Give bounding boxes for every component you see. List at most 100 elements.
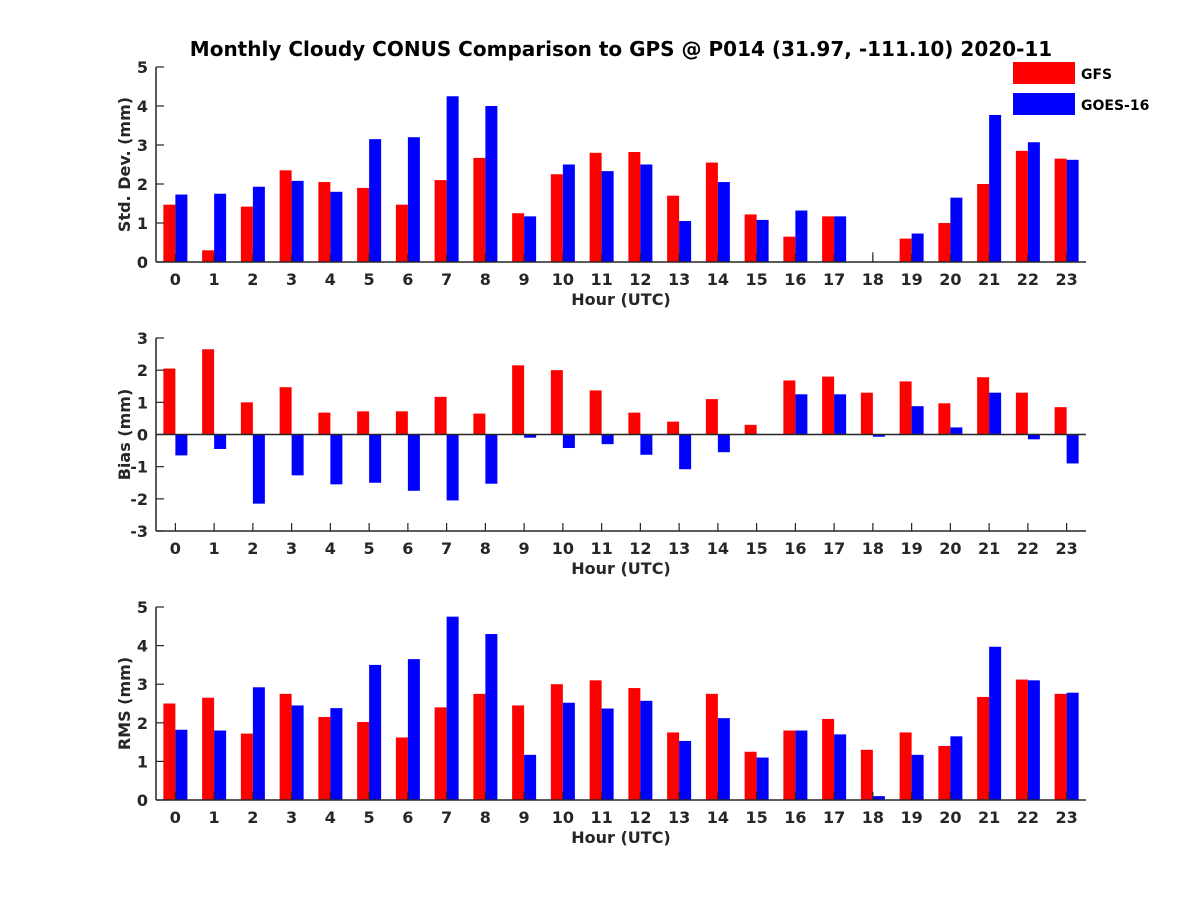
x-tick-label: 8: [480, 808, 491, 827]
legend-swatch-goes-16: [1013, 93, 1075, 115]
bar-goes-16-panel2-hour-20: [950, 427, 963, 435]
bar-goes-16-panel2-hour-21: [989, 392, 1002, 435]
bar-gfs-panel2-hour-23: [1054, 407, 1067, 435]
x-tick-label: 13: [668, 270, 690, 289]
bar-goes-16-panel2-hour-22: [1027, 434, 1040, 440]
bar-goes-16-panel2-hour-13: [679, 434, 692, 470]
x-tick-label: 12: [629, 270, 651, 289]
bar-goes-16-panel3-hour-14: [717, 718, 730, 800]
bar-gfs-panel2-hour-7: [434, 396, 447, 435]
bar-gfs-panel1-hour-20: [938, 223, 951, 262]
bar-gfs-panel1-hour-3: [279, 170, 292, 262]
bar-goes-16-panel3-hour-7: [446, 616, 459, 800]
bar-gfs-panel1-hour-1: [202, 250, 215, 262]
bar-goes-16-panel1-hour-3: [291, 180, 304, 262]
bar-gfs-panel2-hour-13: [667, 421, 680, 435]
bar-gfs-panel3-hour-17: [822, 718, 835, 800]
y-tick-label: 4: [137, 637, 148, 656]
bar-goes-16-panel3-hour-1: [214, 730, 227, 800]
x-tick-label: 2: [247, 539, 258, 558]
chart-legend: GFS GOES-16: [1013, 62, 1149, 115]
bar-goes-16-panel1-hour-5: [369, 139, 382, 262]
x-tick-label: 14: [707, 270, 729, 289]
bar-goes-16-panel1-hour-6: [407, 137, 420, 262]
bar-goes-16-panel2-hour-6: [407, 434, 420, 491]
y-tick-label: 3: [137, 675, 148, 694]
bar-gfs-panel3-hour-12: [628, 688, 641, 800]
bar-gfs-panel1-hour-22: [1015, 150, 1028, 262]
bar-gfs-panel3-hour-18: [860, 749, 873, 800]
y-tick-label: 4: [137, 97, 148, 116]
bar-gfs-panel1-hour-17: [822, 216, 835, 262]
x-tick-label: 5: [364, 539, 375, 558]
bar-goes-16-panel2-hour-14: [717, 434, 730, 453]
x-tick-label: 16: [784, 270, 806, 289]
bar-gfs-panel2-hour-18: [860, 392, 873, 435]
bar-gfs-panel1-hour-10: [550, 174, 563, 262]
bar-goes-16-panel1-hour-1: [214, 193, 227, 262]
bar-goes-16-panel3-hour-16: [795, 730, 808, 800]
x-tick-label: 19: [900, 270, 922, 289]
bar-goes-16-panel2-hour-8: [485, 434, 498, 484]
bar-goes-16-panel1-hour-11: [601, 171, 614, 262]
x-tick-label: 18: [862, 808, 884, 827]
x-tick-label: 15: [745, 808, 767, 827]
bar-goes-16-panel2-hour-4: [330, 434, 343, 485]
x-tick-label: 1: [209, 270, 220, 289]
bar-gfs-panel3-hour-10: [550, 684, 563, 800]
bar-goes-16-panel1-hour-16: [795, 210, 808, 262]
y-tick-label: 5: [137, 58, 148, 77]
bar-goes-16-panel2-hour-23: [1066, 434, 1079, 464]
bar-gfs-panel1-hour-19: [899, 238, 912, 262]
bar-gfs-panel2-hour-0: [163, 368, 176, 435]
x-tick-label: 7: [441, 270, 452, 289]
bar-goes-16-panel3-hour-8: [485, 634, 498, 800]
bar-goes-16-panel3-hour-4: [330, 708, 343, 800]
x-tick-label: 19: [900, 808, 922, 827]
bar-goes-16-panel1-hour-7: [446, 96, 459, 262]
bar-goes-16-panel1-hour-20: [950, 197, 963, 262]
bar-goes-16-panel3-hour-5: [369, 664, 382, 800]
y-axis-label: Bias (mm): [115, 389, 134, 481]
bar-goes-16-panel2-hour-9: [524, 434, 537, 438]
bar-gfs-panel2-hour-1: [202, 349, 215, 435]
x-axis-label: Hour (UTC): [571, 559, 671, 578]
bar-goes-16-panel3-hour-12: [640, 700, 653, 800]
bar-goes-16-panel3-hour-18: [872, 796, 885, 800]
bar-gfs-panel2-hour-11: [589, 390, 602, 435]
bar-goes-16-panel1-hour-23: [1066, 159, 1079, 262]
bar-gfs-panel1-hour-7: [434, 180, 447, 262]
bar-gfs-panel3-hour-3: [279, 693, 292, 800]
bar-gfs-panel1-hour-13: [667, 195, 680, 262]
bar-goes-16-panel1-hour-15: [756, 219, 769, 262]
bar-goes-16-panel3-hour-9: [524, 754, 537, 800]
bar-goes-16-panel2-hour-12: [640, 434, 653, 455]
bar-goes-16-panel2-hour-7: [446, 434, 459, 501]
y-tick-label: -2: [130, 490, 148, 509]
x-tick-label: 21: [978, 539, 1000, 558]
bar-goes-16-panel2-hour-2: [252, 434, 265, 504]
legend-label-goes-16: GOES-16: [1081, 98, 1149, 114]
bar-goes-16-panel2-hour-17: [834, 394, 847, 435]
x-tick-label: 17: [823, 808, 845, 827]
bar-gfs-panel1-hour-8: [473, 157, 486, 262]
bar-goes-16-panel3-hour-23: [1066, 692, 1079, 800]
x-tick-label: 3: [286, 539, 297, 558]
bar-goes-16-panel2-hour-11: [601, 434, 614, 445]
bar-goes-16-panel3-hour-11: [601, 708, 614, 800]
y-tick-label: 1: [137, 393, 148, 412]
x-tick-label: 9: [519, 808, 530, 827]
y-tick-label: 0: [137, 253, 148, 272]
bar-goes-16-panel1-hour-9: [524, 216, 537, 262]
x-tick-label: 3: [286, 808, 297, 827]
y-axis-label: Std. Dev. (mm): [115, 97, 134, 232]
y-tick-label: 2: [137, 361, 148, 380]
legend-label-gfs: GFS: [1081, 67, 1112, 83]
bar-goes-16-panel3-hour-2: [252, 687, 265, 800]
x-tick-label: 0: [170, 539, 181, 558]
y-tick-label: 3: [137, 136, 148, 155]
y-tick-label: 3: [137, 329, 148, 348]
x-tick-label: 23: [1055, 539, 1077, 558]
x-tick-label: 9: [519, 270, 530, 289]
